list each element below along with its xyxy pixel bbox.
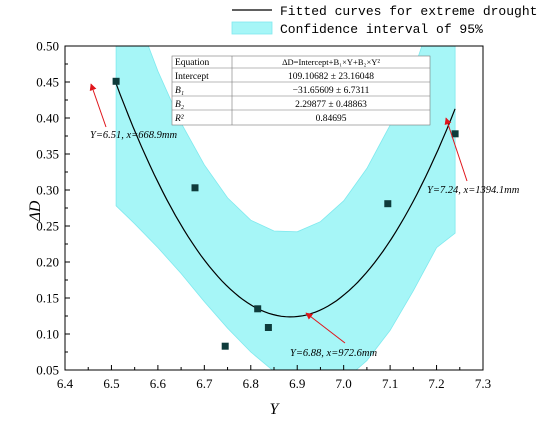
legend-label-band: Confidence interval of 95% [280, 22, 483, 37]
annotation-arrow-bottom [305, 312, 346, 344]
y-tick-label-8: 0.45 [36, 75, 59, 90]
y-axis-title: ΔD [27, 200, 44, 222]
table-row-equation-value: ΔD=Intercept+B₁×Y+B₂×Y² [282, 57, 380, 67]
x-ticks: 6.4 6.5 6.6 6.7 6.8 6.9 7.0 7.1 7.2 7.3 [57, 365, 491, 391]
x-axis-title: Y [270, 401, 281, 418]
x-tick-label-9: 7.3 [475, 376, 491, 391]
table-frame [171, 55, 431, 126]
data-points-layer [112, 77, 459, 350]
y-tick-label-5: 0.30 [36, 183, 59, 198]
y-tick-label-0: 0.05 [36, 363, 59, 378]
table-row-b2-value: 2.29877 ± 0.48863 [295, 100, 367, 110]
y-tick-label-6: 0.35 [36, 147, 59, 162]
table-row-intercept-value: 109.10682 ± 23.16048 [288, 72, 374, 82]
data-point-5 [384, 200, 392, 208]
y-tick-label-7: 0.40 [36, 111, 59, 126]
fit-curve-layer [115, 83, 456, 318]
fit-curve [115, 83, 456, 318]
y-tick-label-9: 0.50 [36, 39, 59, 54]
data-point-4 [264, 324, 272, 331]
table-row-b2-name: B₂ [175, 100, 185, 110]
x-tick-label-8: 7.2 [428, 376, 444, 391]
annotation-arrow-right [444, 117, 468, 182]
x-tick-label-5: 6.9 [289, 376, 305, 391]
x-tick-label-4: 6.8 [243, 376, 259, 391]
table-row-intercept-name: Intercept [175, 72, 209, 82]
data-point-2 [221, 342, 229, 350]
data-point-6 [451, 130, 459, 138]
y-ticks: 0.05 0.10 0.15 0.20 0.25 0.30 0.35 0.40 0.45 0.50 [36, 39, 70, 378]
table-row-b1-value: −31.65609 ± 6.7311 [293, 86, 370, 96]
x-tick-label-6: 7.0 [336, 376, 352, 391]
y-tick-label-2: 0.15 [36, 291, 59, 306]
legend-label-fit: Fitted curves for extreme drought [280, 4, 537, 19]
y-tick-label-3: 0.20 [36, 255, 59, 270]
fit-stats-table: Equation ΔD=Intercept+B₁×Y+B₂×Y² Interce… [171, 55, 431, 126]
data-point-1 [191, 184, 199, 192]
table-row-r2-name: R² [174, 114, 184, 124]
y-tick-label-1: 0.10 [36, 327, 59, 342]
legend: Fitted curves for extreme drought Confid… [231, 4, 537, 37]
confidence-band [115, 46, 456, 370]
data-point-0 [112, 77, 120, 85]
data-point-3 [254, 305, 262, 313]
x-tick-label-0: 6.4 [57, 376, 74, 391]
annotation-right: Y=7.24, x=1394.1mm [427, 185, 520, 196]
annotations: Y=6.51, x=668.9mm Y=6.88, x=972.6mm Y=7.… [89, 83, 520, 359]
legend-band-swatch [231, 21, 273, 35]
y-tick-label-4: 0.25 [36, 219, 59, 234]
annotation-arrow-left [89, 83, 107, 128]
x-tick-label-7: 7.1 [382, 376, 398, 391]
table-row-equation-name: Equation [175, 58, 210, 68]
table-row-b1-name: B₁ [175, 86, 184, 96]
x-tick-label-3: 6.7 [196, 376, 213, 391]
x-tick-label-1: 6.5 [103, 376, 119, 391]
annotation-bottom: Y=6.88, x=972.6mm [290, 348, 378, 359]
table-row-r2-value: 0.84695 [316, 114, 347, 124]
x-tick-label-2: 6.6 [150, 376, 167, 391]
confidence-band-layer [115, 46, 456, 370]
annotation-left: Y=6.51, x=668.9mm [90, 130, 178, 141]
